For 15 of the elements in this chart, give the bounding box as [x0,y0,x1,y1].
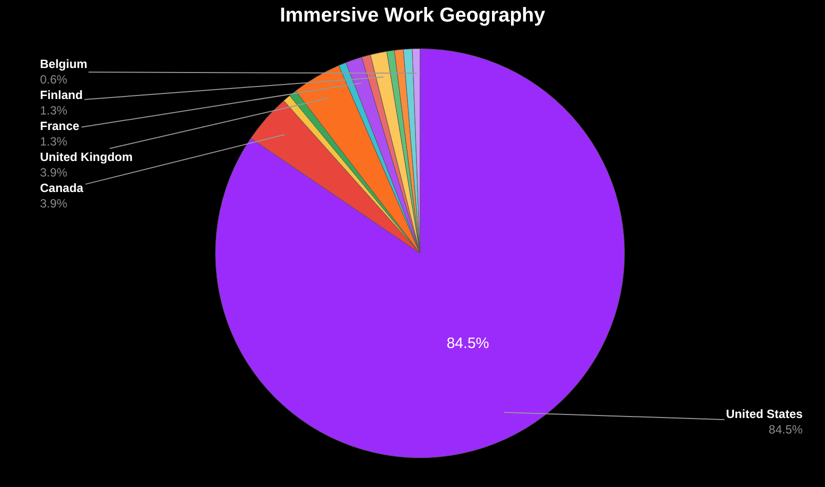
slice-label: United States [726,407,804,421]
chart-title: Immersive Work Geography [280,4,546,26]
data-label: 1.3% [40,104,68,118]
data-label: 0.6% [40,72,68,87]
slice-label: Finland [40,88,83,102]
data-label: 3.9% [40,166,68,180]
slice-label: Canada [40,181,84,195]
pie-slice [215,48,625,458]
slice-label: United Kingdom [40,150,133,164]
data-label: 84.5% [446,335,490,352]
slice-label: France [40,119,80,133]
slice-label: Belgium [40,57,88,71]
text: 84.5% [768,422,803,437]
data-label: 1.3% [40,134,68,149]
data-label: 3.9% [40,196,68,211]
